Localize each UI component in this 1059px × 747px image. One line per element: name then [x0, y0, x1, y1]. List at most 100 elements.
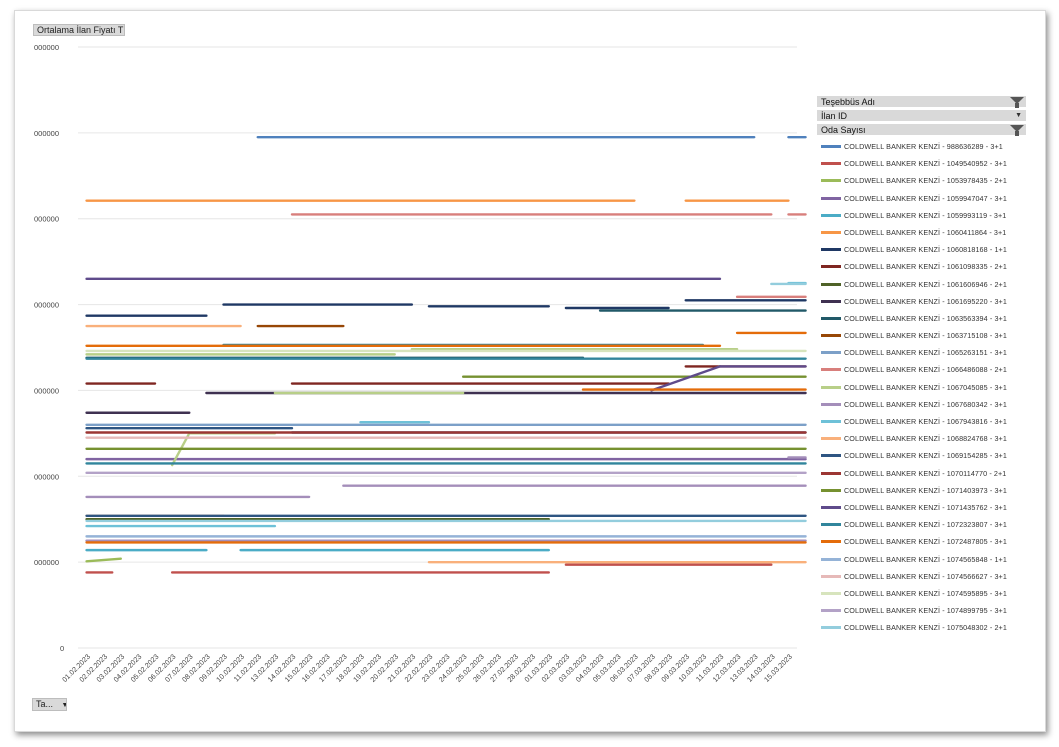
- series-16: [85, 456, 807, 542]
- legend-item: COLDWELL BANKER KENZİ - 1066486088 - 2+1: [817, 362, 1032, 379]
- series-23: [85, 343, 807, 465]
- legend-swatch: [821, 282, 841, 286]
- legend-item: COLDWELL BANKER KENZİ - 1059993119 - 3+1: [817, 208, 1032, 225]
- legend-item: COLDWELL BANKER KENZİ - 1063715108 - 3+1: [817, 328, 1032, 345]
- legend-swatch: [821, 626, 841, 630]
- series-line: [85, 557, 122, 563]
- legend-swatch: [821, 162, 841, 166]
- legend-swatch: [821, 471, 841, 475]
- legend-swatch: [821, 316, 841, 320]
- y-tick-label: 000000: [34, 558, 59, 567]
- legend-swatch: [821, 299, 841, 303]
- chart-legend: COLDWELL BANKER KENZİ - 988636289 - 3+1 C…: [817, 139, 1032, 637]
- legend-swatch: [821, 488, 841, 492]
- legend-item: COLDWELL BANKER KENZİ - 1074566627 - 3+1: [817, 569, 1032, 586]
- legend-item: COLDWELL BANKER KENZİ - 988636289 - 3+1: [817, 139, 1032, 156]
- legend-label: COLDWELL BANKER KENZİ - 1074595895 - 3+1: [844, 588, 1007, 598]
- y-tick-label: 000000: [34, 472, 59, 481]
- series-21: [85, 375, 807, 451]
- y-tick-label: 000000: [34, 215, 59, 224]
- legend-swatch: [821, 591, 841, 595]
- series-24: [85, 331, 807, 544]
- legend-label: COLDWELL BANKER KENZİ - 1074565848 - 1+1: [844, 554, 1007, 564]
- legend-item: COLDWELL BANKER KENZİ - 1049540952 - 3+1: [817, 156, 1032, 173]
- legend-item: COLDWELL BANKER KENZİ - 1074595895 - 3+1: [817, 586, 1032, 603]
- filter-funnel-icon[interactable]: [1010, 97, 1024, 108]
- filter-field-oda-sayisi[interactable]: Oda Sayısı: [817, 124, 1026, 136]
- legend-item: COLDWELL BANKER KENZİ - 1071403973 - 3+1: [817, 483, 1032, 500]
- legend-label: COLDWELL BANKER KENZİ - 1072323807 - 3+1: [844, 520, 1007, 530]
- series-10: [85, 391, 807, 414]
- legend-label: COLDWELL BANKER KENZİ - 1074899795 - 3+1: [844, 606, 1007, 616]
- legend-label: COLDWELL BANKER KENZİ - 1067680342 - 3+1: [844, 399, 1007, 409]
- legend-swatch: [821, 213, 841, 217]
- legend-label: COLDWELL BANKER KENZİ - 1061606946 - 2+1: [844, 279, 1007, 289]
- legend-item: COLDWELL BANKER KENZİ - 1074899795 - 3+1: [817, 603, 1032, 620]
- legend-item: COLDWELL BANKER KENZİ - 1075048302 - 2+1: [817, 620, 1032, 637]
- legend-swatch: [821, 334, 841, 338]
- legend-item: COLDWELL BANKER KENZİ - 1065263151 - 3+1: [817, 345, 1032, 362]
- legend-item: COLDWELL BANKER KENZİ - 1072487805 - 3+1: [817, 534, 1032, 551]
- legend-label: COLDWELL BANKER KENZİ - 1068824768 - 3+1: [844, 434, 1007, 444]
- legend-item: COLDWELL BANKER KENZİ - 1071435762 - 3+1: [817, 500, 1032, 517]
- legend-label: COLDWELL BANKER KENZİ - 1060411864 - 3+1: [844, 227, 1007, 237]
- legend-item: COLDWELL BANKER KENZİ - 1067045085 - 3+1: [817, 380, 1032, 397]
- dropdown-arrow-icon[interactable]: ▼: [62, 702, 66, 709]
- filter-field-tesebbus-adi[interactable]: Teşebbüs Adı: [817, 96, 1026, 108]
- legend-item: COLDWELL BANKER KENZİ - 1069154285 - 3+1: [817, 448, 1032, 465]
- legend-item: COLDWELL BANKER KENZİ - 1070114770 - 2+1: [817, 466, 1032, 483]
- series-22: [85, 277, 807, 392]
- y-tick-label: 000000: [34, 129, 59, 138]
- legend-label: COLDWELL BANKER KENZİ - 1071435762 - 3+1: [844, 502, 1007, 512]
- legend-swatch: [821, 437, 841, 441]
- legend-label: COLDWELL BANKER KENZİ - 1061695220 - 3+1: [844, 296, 1007, 306]
- legend-item: COLDWELL BANKER KENZİ - 1067943816 - 3+1: [817, 414, 1032, 431]
- legend-swatch: [821, 179, 841, 183]
- legend-swatch: [821, 196, 841, 200]
- legend-label: COLDWELL BANKER KENZİ - 1053978435 - 2+1: [844, 176, 1007, 186]
- series-line: [650, 365, 722, 392]
- legend-swatch: [821, 402, 841, 406]
- legend-swatch: [821, 454, 841, 458]
- legend-label: COLDWELL BANKER KENZİ - 1067943816 - 3+1: [844, 417, 1007, 426]
- legend-item: COLDWELL BANKER KENZİ - 1061098335 - 2+1: [817, 259, 1032, 276]
- legend-swatch: [821, 505, 841, 509]
- legend-item: COLDWELL BANKER KENZİ - 1053978435 - 2+1: [817, 173, 1032, 190]
- series-17: [85, 281, 807, 528]
- legend-label: COLDWELL BANKER KENZİ - 1075048302 - 2+1: [844, 623, 1007, 633]
- legend-item: COLDWELL BANKER KENZİ - 1068824768 - 3+1: [817, 431, 1032, 448]
- legend-label: COLDWELL BANKER KENZİ - 1063563394 - 3+1: [844, 313, 1007, 323]
- legend-swatch: [821, 540, 841, 544]
- legend-swatch: [821, 574, 841, 578]
- filter-funnel-icon[interactable]: [1010, 125, 1024, 136]
- y-tick-label: 000000: [34, 386, 59, 395]
- legend-item: COLDWELL BANKER KENZİ - 1074565848 - 1+1: [817, 552, 1032, 569]
- legend-label: COLDWELL BANKER KENZİ - 1065263151 - 3+1: [844, 348, 1007, 358]
- legend-label: COLDWELL BANKER KENZİ - 1061098335 - 2+1: [844, 262, 1007, 272]
- legend-swatch: [821, 351, 841, 355]
- legend-item: COLDWELL BANKER KENZİ - 1063563394 - 3+1: [817, 311, 1032, 328]
- legend-item: COLDWELL BANKER KENZİ - 1059947047 - 3+1: [817, 191, 1032, 208]
- legend-item: COLDWELL BANKER KENZİ - 1061606946 - 2+1: [817, 277, 1032, 294]
- legend-swatch: [821, 368, 841, 372]
- filter-field-ilan-id[interactable]: İlan ID ▼: [817, 110, 1026, 122]
- series-29: [85, 282, 807, 523]
- legend-item: COLDWELL BANKER KENZİ - 1060818168 - 1+1: [817, 242, 1032, 259]
- dropdown-arrow-icon[interactable]: ▼: [1015, 112, 1022, 119]
- series-7: [85, 299, 807, 317]
- axis-field-label: Ta...: [36, 699, 54, 709]
- legend-label: COLDWELL BANKER KENZİ - 1071403973 - 3+1: [844, 485, 1007, 495]
- legend-swatch: [821, 523, 841, 527]
- legend-swatch: [821, 420, 841, 423]
- legend-item: COLDWELL BANKER KENZİ - 1067680342 - 3+1: [817, 397, 1032, 414]
- legend-label: COLDWELL BANKER KENZİ - 1067045085 - 3+1: [844, 382, 1007, 392]
- legend-label: COLDWELL BANKER KENZİ - 1069154285 - 3+1: [844, 451, 1007, 461]
- series-2: [85, 563, 773, 574]
- legend-label: COLDWELL BANKER KENZİ - 1074566627 - 3+1: [844, 571, 1007, 581]
- value-field-button[interactable]: Ortalama İlan Fiyatı TL: [33, 24, 125, 36]
- legend-item: COLDWELL BANKER KENZİ - 1060411864 - 3+1: [817, 225, 1032, 242]
- y-tick-label: 0: [60, 644, 64, 653]
- axis-field-button[interactable]: Ta... ▼: [32, 698, 67, 711]
- legend-swatch: [821, 230, 841, 234]
- legend-swatch: [821, 609, 841, 613]
